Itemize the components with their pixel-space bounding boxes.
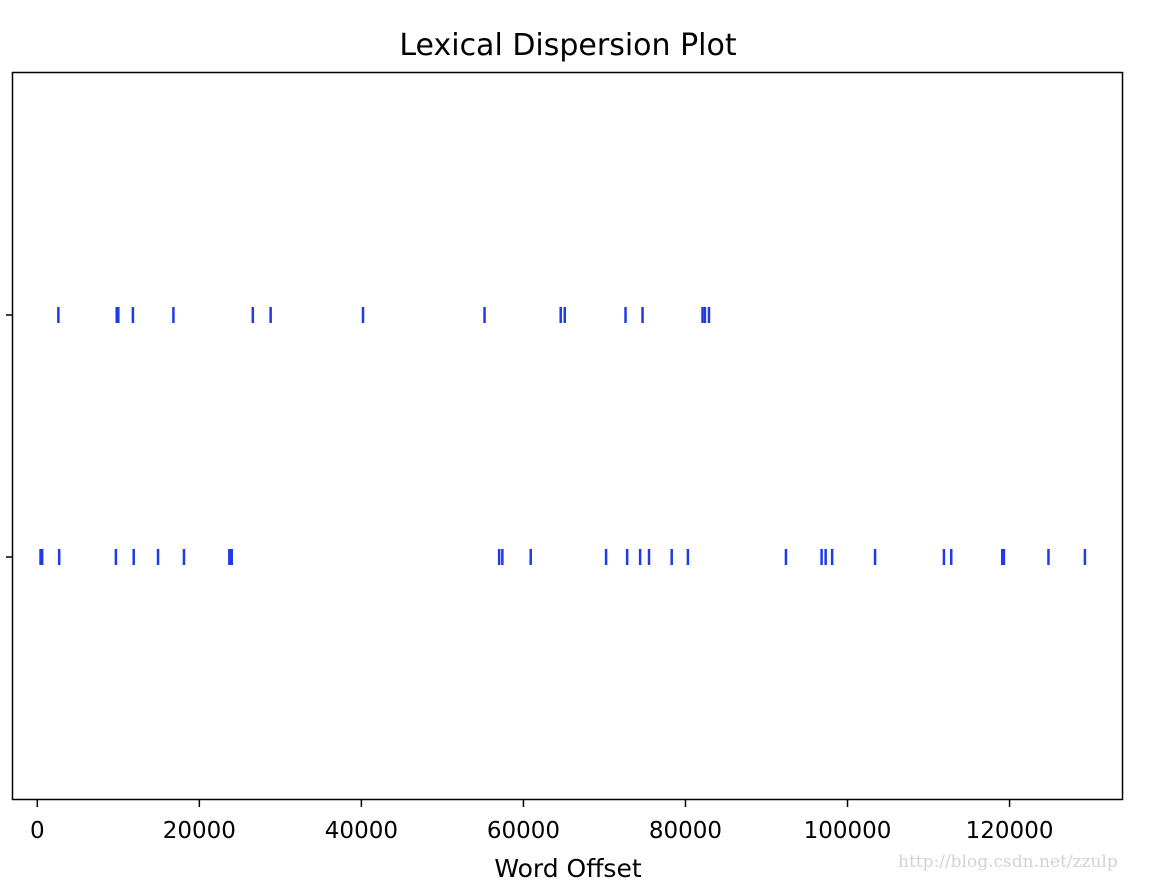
x-tick-label: 100000	[804, 818, 892, 844]
watermark: http://blog.csdn.net/zzulp	[898, 852, 1118, 872]
y-axis-ticks	[6, 314, 13, 558]
x-tick-label: 0	[30, 818, 45, 844]
chart-title: Lexical Dispersion Plot	[399, 28, 737, 63]
x-axis-label: Word Offset	[494, 854, 642, 883]
plot-frame	[11, 71, 1124, 801]
x-axis-ticks: 0 20000 40000 60000 80000 100000 120000	[30, 800, 1053, 844]
x-tick-label: 40000	[325, 818, 398, 844]
x-tick-label: 20000	[163, 818, 236, 844]
dispersion-marks	[39, 307, 1087, 565]
x-tick-label: 80000	[649, 818, 722, 844]
x-tick-label: 60000	[487, 818, 560, 844]
x-tick-label: 120000	[966, 818, 1054, 844]
